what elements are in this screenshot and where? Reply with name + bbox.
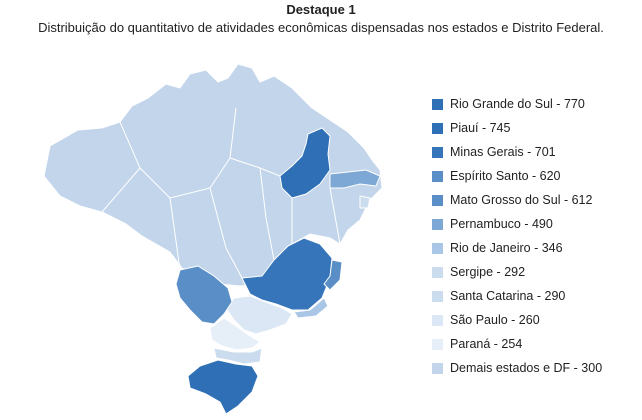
legend-swatch [432, 170, 443, 182]
legend-label: Rio Grande do Sul - 770 [450, 97, 585, 111]
legend-label: Santa Catarina - 290 [450, 289, 566, 303]
legend-label: Demais estados e DF - 300 [450, 361, 603, 375]
legend-label: Espírito Santo - 620 [450, 169, 561, 183]
legend-item: São Paulo - 260 [432, 308, 637, 332]
legend-item: Sergipe - 292 [432, 260, 637, 284]
map-state-sao-paulo [225, 295, 293, 335]
map-state-espirito-santo [323, 259, 343, 291]
legend-item: Pernambuco - 490 [432, 212, 637, 236]
map-state-pernambuco [329, 169, 381, 189]
legend-item: Santa Catarina - 290 [432, 284, 637, 308]
map-state-piaui [279, 127, 331, 199]
legend-label: Minas Gerais - 701 [450, 145, 556, 159]
legend-label: Paraná - 254 [450, 337, 523, 351]
legend-item: Demais estados e DF - 300 [432, 356, 637, 380]
map-state-sergipe [359, 195, 371, 209]
legend-swatch [432, 98, 443, 110]
map-state-rio-grande-do-sul [187, 359, 259, 415]
legend-item: Espírito Santo - 620 [432, 164, 637, 188]
legend-item: Paraná - 254 [432, 332, 637, 356]
legend-item: Minas Gerais - 701 [432, 140, 637, 164]
map-title: Destaque 1 [286, 2, 356, 17]
legend-swatch [432, 122, 443, 134]
map-state-parana [209, 317, 261, 351]
legend-item: Rio Grande do Sul - 770 [432, 92, 637, 116]
legend-label: Pernambuco - 490 [450, 217, 553, 231]
map-state-santa-catarina [213, 347, 263, 365]
map-legend: Rio Grande do Sul - 770 Piauí - 745 Minas … [432, 92, 637, 380]
legend-item: Mato Grosso do Sul - 612 [432, 188, 637, 212]
legend-swatch [432, 362, 443, 374]
legend-label: Sergipe - 292 [450, 265, 526, 279]
map-subtitle: Distribuição do quantitativo de atividad… [38, 20, 604, 35]
legend-label: Rio de Janeiro - 346 [450, 241, 563, 255]
map-border-lines [101, 107, 341, 279]
legend-item: Piauí - 745 [432, 116, 637, 140]
legend-label: Piauí - 745 [450, 121, 511, 135]
legend-swatch [432, 314, 443, 326]
legend-label: Mato Grosso do Sul - 612 [450, 193, 593, 207]
map-state-mato-grosso-do-sul [175, 265, 233, 325]
legend-swatch [432, 290, 443, 302]
map-state-rio-de-janeiro [293, 297, 329, 319]
legend-swatch [432, 194, 443, 206]
legend-swatch [432, 338, 443, 350]
legend-label: São Paulo - 260 [450, 313, 540, 327]
legend-swatch [432, 146, 443, 158]
legend-item: Rio de Janeiro - 346 [432, 236, 637, 260]
legend-swatch [432, 242, 443, 254]
brazil-map [43, 63, 383, 415]
legend-swatch [432, 266, 443, 278]
legend-swatch [432, 218, 443, 230]
map-region-demais [43, 63, 383, 287]
